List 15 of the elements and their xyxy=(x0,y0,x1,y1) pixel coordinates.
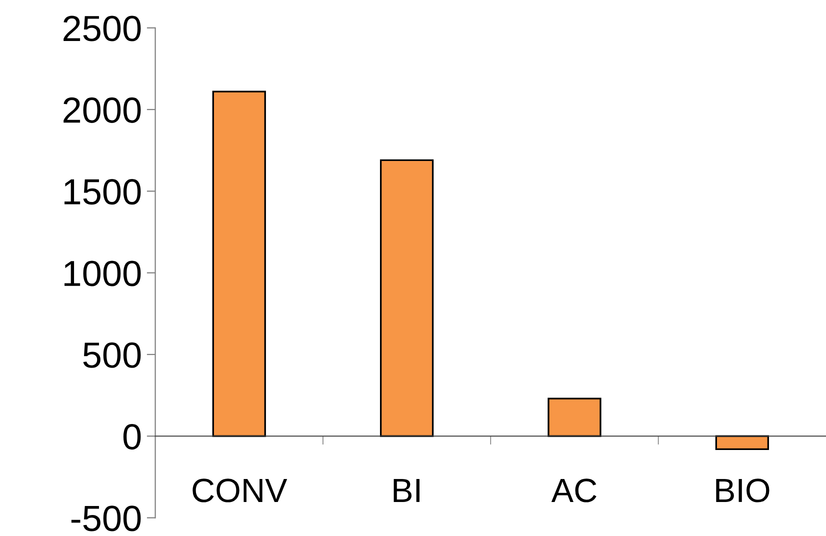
y-tick-label: 0 xyxy=(123,424,141,450)
y-tick-label: 2000 xyxy=(64,97,141,123)
x-tick-label: BI xyxy=(394,479,420,502)
y-tick-label: -500 xyxy=(71,506,141,532)
y-tick-label: 500 xyxy=(83,342,141,368)
bar xyxy=(380,159,434,437)
y-tick-label: 1000 xyxy=(64,260,141,286)
bar xyxy=(548,398,602,437)
y-tick-label: 2500 xyxy=(64,16,141,42)
x-tick-label: AC xyxy=(551,478,596,502)
bar xyxy=(212,90,266,437)
x-tick-label: CONV xyxy=(192,478,288,502)
y-tick-label: 1500 xyxy=(64,179,141,205)
x-tick-label: BIO xyxy=(716,478,770,502)
bar xyxy=(715,435,769,450)
